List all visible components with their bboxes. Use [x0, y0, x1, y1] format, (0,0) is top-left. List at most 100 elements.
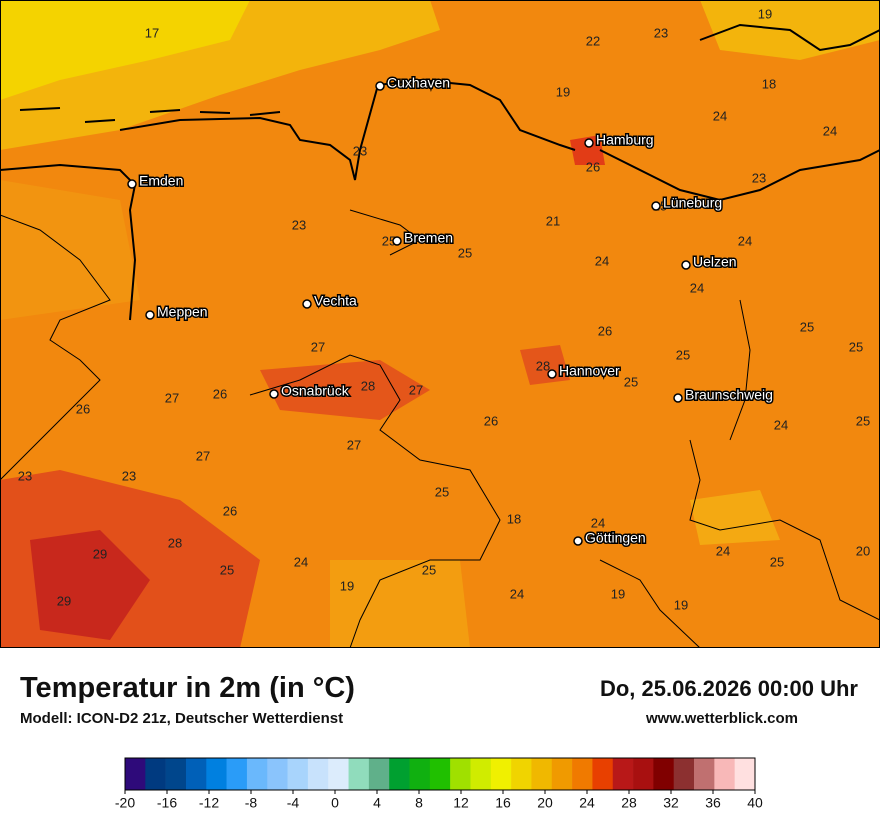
- colorbar-segment: [592, 758, 614, 790]
- temperature-label: 24: [738, 233, 752, 248]
- colorbar-segment: [531, 758, 553, 790]
- city-label: Cuxhaven: [387, 75, 450, 91]
- city-marker: [573, 536, 583, 546]
- temperature-label: 26: [586, 159, 600, 174]
- colorbar-segment: [226, 758, 248, 790]
- colorbar-tick-label: 40: [747, 795, 763, 811]
- colorbar-segment: [551, 758, 573, 790]
- city-marker: [681, 260, 691, 270]
- land-region: [0, 180, 140, 320]
- borders: [0, 209, 880, 648]
- colorbar-segment: [511, 758, 532, 790]
- cool-region: [690, 490, 780, 545]
- city-label: Uelzen: [693, 254, 737, 270]
- temperature-label: 19: [758, 6, 772, 21]
- warm-region: [520, 345, 570, 385]
- temperature-label: 23: [752, 170, 766, 185]
- colorbar: [124, 757, 756, 794]
- city-marker: [375, 81, 385, 91]
- temperature-label: 20: [856, 543, 870, 558]
- city-label: Hannover: [559, 363, 620, 379]
- colorbar-segment: [633, 758, 654, 790]
- hot-region: [30, 530, 150, 640]
- temperature-label: 26: [76, 401, 90, 416]
- colorbar-tick-label: -16: [157, 795, 177, 811]
- colorbar-tick-label: 32: [663, 795, 679, 811]
- temperature-label: 26: [223, 503, 237, 518]
- colorbar-labels: -20 -16 -12 -8 -4 0 4 8 12 16 20 24 28 32 36 40: [115, 795, 763, 811]
- colorbar-segment: [125, 758, 146, 790]
- colorbar-segment: [673, 758, 695, 790]
- colorbar-tick-label: 4: [373, 795, 381, 811]
- colorbar-segment: [490, 758, 512, 790]
- temperature-label: 26: [598, 323, 612, 338]
- colorbar-segment: [307, 758, 329, 790]
- city-label: Hamburg: [596, 132, 654, 148]
- colorbar-tick-label: 0: [331, 795, 339, 811]
- city-label: Osnabrück: [281, 383, 350, 399]
- city-marker: [673, 393, 683, 403]
- colorbar-tick-label: -12: [199, 795, 219, 811]
- warm-region: [570, 135, 605, 165]
- colorbar-segment: [429, 758, 451, 790]
- website: www.wetterblick.com: [646, 710, 798, 727]
- city-marker: [547, 369, 557, 379]
- map: 17 19 22 23 18 19 24 24 23 26 23 23 21 25 24 25 25 24 24 26…: [0, 0, 880, 648]
- colorbar-tick-label: 24: [579, 795, 595, 811]
- temperature-label: 27: [347, 437, 361, 452]
- city-marker: [269, 389, 279, 399]
- temperature-label: 26: [213, 386, 227, 401]
- temperature-label: 24: [690, 280, 704, 295]
- temperature-label: 28: [536, 358, 550, 373]
- temperature-label: 27: [311, 339, 325, 354]
- title: Temperatur in 2m (in °C): [20, 672, 355, 704]
- city-marker: [302, 299, 312, 309]
- temperature-label: 27: [409, 382, 423, 397]
- temperature-label: 25: [435, 484, 449, 499]
- city-label: Göttingen: [585, 530, 646, 546]
- colorbar-segment: [165, 758, 187, 790]
- temperature-label: 25: [770, 554, 784, 569]
- colorbar-tick-label: 12: [453, 795, 469, 811]
- colorbar-segment: [185, 758, 207, 790]
- subtitle: Modell: ICON-D2 21z, Deutscher Wetterdie…: [20, 710, 344, 727]
- cool-region: [330, 560, 470, 648]
- colorbar-tick-label: 36: [705, 795, 721, 811]
- temperature-label: 24: [510, 586, 524, 601]
- temperature-label: 25: [676, 347, 690, 362]
- colorbar-segment: [409, 758, 431, 790]
- sea-region-cool: [0, 0, 250, 100]
- colorbar-segment: [572, 758, 593, 790]
- city-marker: [392, 236, 402, 246]
- temperature-label: 21: [546, 213, 560, 228]
- temperature-label: 17: [145, 25, 159, 40]
- colorbar-segment: [368, 758, 390, 790]
- temperature-label: 26: [484, 413, 498, 428]
- colorbar-frame: [124, 757, 756, 791]
- colorbar-tick-label: 8: [415, 795, 423, 811]
- colorbar-segment: [450, 758, 471, 790]
- city-label: Vechta: [314, 293, 357, 309]
- temperature-label: 18: [507, 511, 521, 526]
- colorbar-tick-label: -4: [287, 795, 300, 811]
- colorbar-segment: [287, 758, 309, 790]
- temperature-label: 25: [458, 245, 472, 260]
- city-label: Emden: [139, 173, 183, 189]
- temperature-label: 25: [422, 562, 436, 577]
- temperature-label: 25: [856, 413, 870, 428]
- colorbar-segment: [653, 758, 675, 790]
- colorbar-segment: [470, 758, 492, 790]
- city-marker: [584, 138, 594, 148]
- colorbar-tick-label: -20: [115, 795, 135, 811]
- warm-region: [260, 360, 430, 420]
- temperature-label: 23: [292, 217, 306, 232]
- temperature-label: 18: [762, 76, 776, 91]
- temperature-label: 24: [713, 108, 727, 123]
- temperature-label: 25: [220, 562, 234, 577]
- city-label: Lüneburg: [663, 195, 722, 211]
- colorbar-tick-label: 16: [495, 795, 511, 811]
- temperature-label: 23: [353, 143, 367, 158]
- temperature-label: 23: [18, 468, 32, 483]
- temperature-label: 25: [800, 319, 814, 334]
